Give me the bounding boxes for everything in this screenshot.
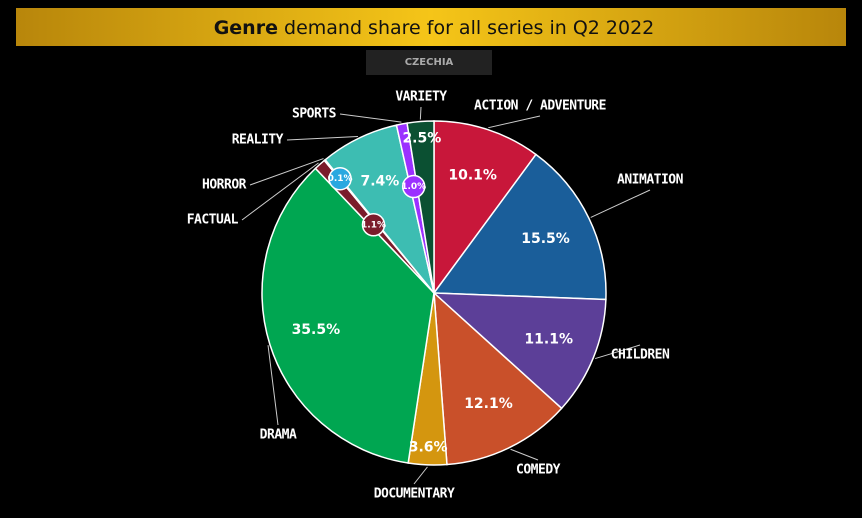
value-label: 0.1% — [328, 174, 353, 184]
category-label: ACTION / ADVENTURE — [474, 99, 606, 114]
slice — [406, 120, 435, 294]
slice — [433, 120, 538, 296]
category-label: SPORTS — [292, 107, 337, 122]
category-label: DRAMA — [260, 428, 297, 443]
slice — [432, 153, 607, 301]
category-label: COMEDY — [516, 463, 561, 478]
category-label: REALITY — [232, 133, 284, 148]
leader-line — [286, 136, 358, 141]
category-label: VARIETY — [395, 90, 447, 105]
value-label: 2.5% — [402, 131, 441, 147]
value-label: 11.1% — [524, 332, 573, 348]
value-badge — [401, 174, 426, 199]
category-label: CHILDREN — [611, 348, 670, 363]
value-label: 15.5% — [521, 231, 570, 247]
leader-line — [339, 113, 402, 123]
category-label: HORROR — [202, 178, 247, 193]
value-label: 3.6% — [409, 440, 448, 456]
leader-line — [419, 106, 422, 120]
chart-title: Genre demand share for all series in Q2 … — [214, 17, 655, 39]
slice — [261, 167, 435, 464]
category-label: ANIMATION — [617, 173, 684, 188]
value-label: 1.0% — [401, 182, 426, 192]
title-bar — [16, 8, 846, 46]
value-label: 1.1% — [361, 220, 386, 230]
leader-line — [267, 345, 279, 426]
leader-line — [595, 344, 641, 360]
value-label: 12.1% — [464, 396, 513, 412]
subtitle: CZECHIA — [405, 57, 454, 68]
slice — [431, 292, 607, 410]
category-label: DOCUMENTARY — [374, 487, 455, 502]
value-label: 10.1% — [448, 167, 497, 183]
leader-line — [510, 448, 539, 461]
title-bold: Genre — [214, 17, 278, 39]
value-label: 7.4% — [360, 174, 399, 190]
value-badge — [328, 166, 352, 191]
slice — [433, 291, 563, 466]
pie — [261, 120, 607, 466]
value-badge — [361, 213, 386, 237]
category-label: FACTUAL — [187, 213, 239, 228]
leader-line — [241, 162, 319, 221]
leader-line — [590, 189, 651, 218]
leader-line — [488, 115, 541, 129]
leader-line — [249, 158, 324, 186]
subtitle-box — [366, 50, 492, 75]
value-label: 35.5% — [292, 322, 341, 338]
leader-line — [413, 466, 428, 485]
title-rest: demand share for all series in Q2 2022 — [284, 17, 654, 39]
